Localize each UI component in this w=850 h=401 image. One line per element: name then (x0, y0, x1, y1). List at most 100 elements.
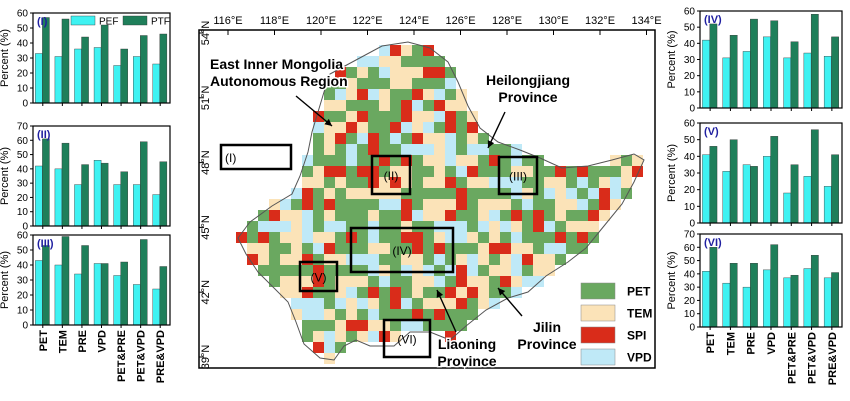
map-cell-pet (269, 265, 280, 276)
map-cell-pet (533, 166, 544, 177)
map-cell-tem (467, 276, 478, 287)
map-cell-vpd (445, 78, 456, 89)
map-cell-tem (621, 166, 632, 177)
map-cell-pet (313, 155, 324, 166)
map-cell-tem (368, 243, 379, 254)
legend-label-pef: PEF (99, 17, 118, 28)
map-cell-pet (368, 155, 379, 166)
map-cell-pet (335, 78, 346, 89)
bar-pef (702, 271, 710, 328)
bar-ptf (790, 164, 799, 224)
y-tick-label: 0 (689, 104, 695, 115)
map-cell-spi (533, 221, 544, 232)
map-cell-tem (368, 320, 379, 331)
map-cell-spi (445, 331, 456, 342)
map-cell-pet (412, 199, 423, 210)
region-box-label: (II) (384, 169, 399, 183)
map-cell-vpd (511, 287, 522, 298)
map-cell-pet (621, 155, 632, 166)
y-tick-label: 40 (684, 152, 696, 163)
map-cell-tem (302, 177, 313, 188)
map-cell-tem (423, 199, 434, 210)
map-cell-pet (390, 243, 401, 254)
map-cell-tem (324, 232, 335, 243)
map-cell-pet (269, 276, 280, 287)
legend-swatch-pet (580, 282, 616, 300)
map-cell-pet (379, 254, 390, 265)
bar-pef (742, 286, 751, 328)
map-cell-tem (324, 133, 335, 144)
map-cell-tem (445, 100, 456, 111)
map-cell-spi (390, 45, 401, 56)
bar-chart-2: 0 10 20 30 40 50 60 70 (II) Percent (%) (0, 122, 171, 233)
map-cell-vpd (379, 67, 390, 78)
map-cell-tem (412, 122, 423, 133)
y-tick-label: 40 (17, 164, 29, 175)
legend-swatch-ptf (122, 15, 148, 26)
map-cell-pet (379, 78, 390, 89)
map-cell-vpd (302, 309, 313, 320)
map-cell-pet (324, 276, 335, 287)
map-cell-tem (401, 78, 412, 89)
map-cell-vpd (368, 265, 379, 276)
map-cell-tem (368, 298, 379, 309)
y-tick-label: 20 (684, 71, 696, 82)
map-cell-tem (555, 210, 566, 221)
map-cell-spi (368, 133, 379, 144)
bar-pef (783, 192, 792, 224)
map-cell-tem (412, 287, 423, 298)
map-cell-tem (291, 210, 302, 221)
map-cell-tem (456, 89, 467, 100)
map-cell-spi (269, 210, 280, 221)
annotation-text-jilin: Province (517, 336, 576, 352)
map-cell-tem (379, 243, 390, 254)
map-cell-vpd (368, 89, 379, 100)
bar-pef (35, 260, 43, 326)
map-cell-tem (478, 177, 489, 188)
bar-pef (113, 65, 121, 104)
map-cell-vpd (346, 287, 357, 298)
y-tick-label: 0 (22, 321, 28, 332)
map-cell-pet (357, 287, 368, 298)
map-cell-tem (456, 100, 467, 111)
map-cell-spi (423, 67, 434, 78)
map-cell-pet (313, 199, 324, 210)
map-cell-tem (401, 254, 412, 265)
map-cell-pet (434, 265, 445, 276)
bar-pef (113, 184, 121, 227)
map-cell-pet (588, 199, 599, 210)
map-cell-tem (324, 353, 335, 364)
map-cell-spi (456, 199, 467, 210)
bar-ptf (120, 171, 128, 227)
map-cell-pet (390, 320, 401, 331)
legend-label-tem: TEM (627, 307, 652, 321)
map-cell-tem (478, 298, 489, 309)
map-cell-pet (313, 144, 324, 155)
bar-ptf (159, 266, 168, 326)
map-cell-vpd (445, 232, 456, 243)
map-cell-pet (544, 232, 555, 243)
map-cell-pet (566, 166, 577, 177)
map-cell-tem (632, 155, 643, 166)
map-cell-vpd (456, 221, 467, 232)
annotation-arrow-head (498, 288, 506, 296)
map-cell-vpd (390, 133, 401, 144)
lon-tick-label: 118°E (260, 15, 289, 27)
bar-chart-3: 0 10 20 30 40 50 60 PET TEM PRE VPD PET&PRE PET&VPD P… (0, 231, 171, 383)
map-cell-tem (247, 243, 258, 254)
bar-ptf (750, 18, 758, 109)
map-cell-vpd (368, 56, 379, 67)
bar-pef (54, 56, 63, 104)
map-cell-pet (379, 166, 390, 177)
map-cell-pet (456, 133, 467, 144)
map-cell-tem (434, 177, 445, 188)
y-tick-label: 60 (684, 119, 696, 130)
map-cell-vpd (544, 221, 555, 232)
map-cell-vpd (489, 210, 500, 221)
y-tick-label: 40 (684, 269, 696, 280)
map-cell-spi (357, 89, 368, 100)
map-cell-tem (313, 177, 324, 188)
map-cell-tem (500, 199, 511, 210)
map-cell-pet (269, 254, 280, 265)
annotation-arrow-head (324, 118, 332, 126)
